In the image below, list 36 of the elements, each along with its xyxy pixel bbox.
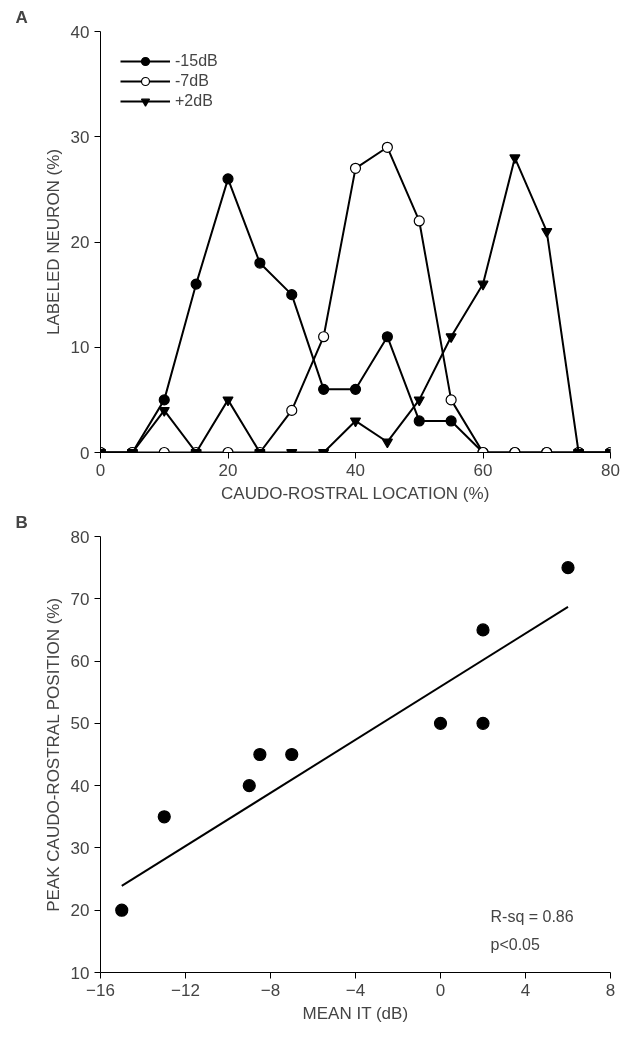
x-tick-label: 4 <box>520 980 531 1000</box>
legend-label: +2dB <box>175 92 213 110</box>
y-tick-label: 30 <box>70 127 90 147</box>
y-axis-title: PEAK CAUDO-ROSTRAL POSITION (%) <box>43 597 63 912</box>
x-axis-title: CAUDO-ROSTRAL LOCATION (%) <box>221 483 490 503</box>
y-tick-label: 10 <box>70 338 90 358</box>
y-axis-title: LABELED NEURON (%) <box>43 148 63 336</box>
y-tick-label: 40 <box>70 22 90 42</box>
x-tick-label: 0 <box>435 980 446 1000</box>
x-tick-label: 20 <box>218 460 238 480</box>
x-tick-label: 0 <box>95 460 106 480</box>
y-tick-label: 10 <box>70 963 90 983</box>
y-tick-label: 0 <box>80 443 90 463</box>
chart-title: A <box>15 7 28 27</box>
annotation: R-sq = 0.86 <box>490 907 574 925</box>
y-tick-label: 60 <box>70 652 90 672</box>
y-tick-label: 20 <box>70 233 90 252</box>
x-tick-label: −12 <box>171 980 200 1000</box>
x-tick-label: 8 <box>605 980 616 1000</box>
x-axis-title: MEAN IT (dB) <box>302 1003 409 1023</box>
y-tick-label: 20 <box>70 901 90 921</box>
legend-label: -7dB <box>175 72 209 90</box>
y-tick-label: 40 <box>70 776 90 796</box>
x-tick-label: 80 <box>601 460 620 480</box>
x-tick-label: −8 <box>260 980 281 1000</box>
x-tick-label: 60 <box>473 460 493 480</box>
y-tick-label: 50 <box>70 714 90 734</box>
x-tick-label: −16 <box>86 980 115 1000</box>
legend-label: -15dB <box>175 52 218 70</box>
y-tick-label: 80 <box>70 527 90 547</box>
x-tick-label: −4 <box>345 980 366 1000</box>
x-tick-label: 40 <box>346 460 365 480</box>
y-tick-label: 70 <box>70 589 90 609</box>
annotation: p<0.05 <box>490 935 540 953</box>
y-tick-label: 30 <box>70 838 90 858</box>
chart-title: B <box>15 512 28 532</box>
